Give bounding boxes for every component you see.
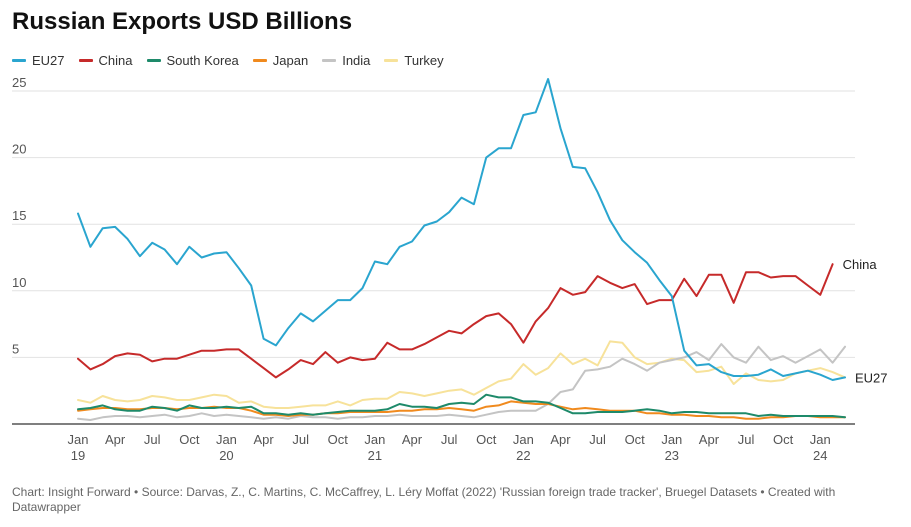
x-tick-label: Jan xyxy=(216,432,237,447)
legend-item: China xyxy=(78,53,133,68)
legend-label: EU27 xyxy=(32,53,65,68)
legend: EU27 China South Korea Japan India Turkey xyxy=(12,53,458,68)
x-tick-label: Jan xyxy=(68,432,89,447)
legend-label: China xyxy=(98,53,133,68)
chart-title: Russian Exports USD Billions xyxy=(12,8,353,35)
x-tick-label: Oct xyxy=(625,432,646,447)
x-tick-year: 21 xyxy=(368,448,382,463)
chart-footer: Chart: Insight Forward • Source: Darvas,… xyxy=(12,485,836,514)
legend-item: Turkey xyxy=(384,53,444,68)
legend-swatch xyxy=(12,59,26,62)
y-tick-label: 20 xyxy=(12,142,26,157)
grid-lines xyxy=(12,90,855,425)
x-tick-label: Oct xyxy=(476,432,497,447)
legend-swatch xyxy=(252,59,267,62)
x-tick-label: Jul xyxy=(441,432,458,447)
legend-swatch xyxy=(146,59,161,62)
series-lines xyxy=(77,78,846,421)
x-tick-label: Jul xyxy=(144,432,161,447)
x-tick-label: Jul xyxy=(292,432,309,447)
y-tick-label: 15 xyxy=(12,208,26,223)
legend-label: Turkey xyxy=(404,53,444,68)
x-tick-label: Jan xyxy=(810,432,831,447)
y-tick-label: 10 xyxy=(12,275,26,290)
series-line-south-korea xyxy=(77,393,846,419)
series-line-eu27 xyxy=(77,78,846,381)
end-labels: China EU27 xyxy=(843,257,888,385)
x-tick-year: 24 xyxy=(813,448,827,463)
x-tick-year: 19 xyxy=(71,448,85,463)
x-tick-label: Apr xyxy=(253,432,274,447)
x-tick-label: Apr xyxy=(550,432,571,447)
legend-label: South Korea xyxy=(166,53,239,68)
x-tick-label: Apr xyxy=(699,432,720,447)
x-tick-label: Jan xyxy=(661,432,682,447)
series-line-india xyxy=(77,343,846,421)
legend-label: India xyxy=(342,53,371,68)
x-tick-label: Oct xyxy=(328,432,349,447)
legend-swatch xyxy=(384,59,399,62)
end-label: China xyxy=(843,257,878,272)
y-tick-label: 25 xyxy=(12,75,26,90)
x-tick-label: Oct xyxy=(773,432,794,447)
y-tick-label: 5 xyxy=(12,341,19,356)
series-line-china xyxy=(77,263,834,379)
legend-swatch xyxy=(78,59,93,62)
legend-item: India xyxy=(322,53,370,68)
x-tick-year: 22 xyxy=(516,448,530,463)
x-tick-label: Jul xyxy=(738,432,755,447)
legend-item: Japan xyxy=(252,53,309,68)
series-line-turkey xyxy=(77,340,846,409)
y-axis-ticks: 5 10 15 20 25 xyxy=(12,75,26,356)
x-tick-label: Apr xyxy=(402,432,423,447)
legend-swatch xyxy=(322,59,337,62)
end-label: EU27 xyxy=(855,370,888,385)
x-tick-label: Apr xyxy=(105,432,126,447)
x-tick-label: Oct xyxy=(179,432,200,447)
x-tick-year: 23 xyxy=(665,448,679,463)
legend-item: EU27 xyxy=(12,53,65,68)
legend-label: Japan xyxy=(272,53,309,68)
x-tick-label: Jul xyxy=(589,432,606,447)
x-tick-year: 20 xyxy=(219,448,233,463)
x-tick-label: Jan xyxy=(364,432,385,447)
x-tick-label: Jan xyxy=(513,432,534,447)
legend-item: South Korea xyxy=(146,53,239,68)
